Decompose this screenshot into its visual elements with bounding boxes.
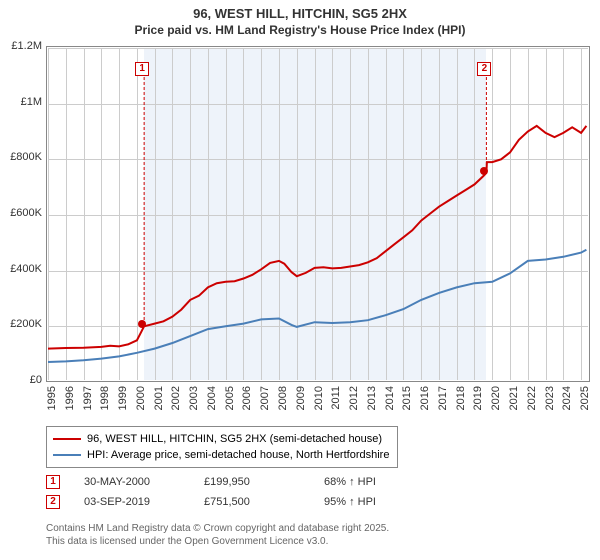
x-tick-label: 2007 [259,386,271,416]
legend-swatch [53,454,81,456]
transaction-hpi: 95% ↑ HPI [324,496,424,508]
legend-swatch [53,438,81,440]
chart-plot-area [48,48,588,380]
license-footer: Contains HM Land Registry data © Crown c… [46,522,389,548]
x-tick-label: 2000 [135,386,147,416]
y-tick-label: £1M [2,96,42,108]
x-tick-label: 1998 [99,386,111,416]
transaction-hpi: 68% ↑ HPI [324,476,424,488]
x-tick-label: 2025 [579,386,591,416]
footer-line-2: This data is licensed under the Open Gov… [46,535,389,548]
x-tick-label: 2009 [295,386,307,416]
transaction-marker: 1 [46,475,60,489]
x-tick-label: 2003 [188,386,200,416]
x-tick-label: 2001 [153,386,165,416]
x-tick-label: 2018 [455,386,467,416]
x-tick-label: 2013 [366,386,378,416]
chart-title-main: 96, WEST HILL, HITCHIN, SG5 2HX [0,0,600,21]
chart-frame [46,46,590,382]
transaction-row: 1 30-MAY-2000£199,95068% ↑ HPI [46,472,424,492]
transaction-marker: 2 [46,495,60,509]
x-tick-label: 2022 [526,386,538,416]
y-tick-label: £400K [2,263,42,275]
x-tick-label: 2024 [561,386,573,416]
legend-label: 96, WEST HILL, HITCHIN, SG5 2HX (semi-de… [87,433,382,445]
x-tick-label: 2020 [490,386,502,416]
legend-row: 96, WEST HILL, HITCHIN, SG5 2HX (semi-de… [53,431,391,447]
x-tick-label: 2015 [401,386,413,416]
marker-label: 2 [477,62,491,76]
chart-svg [48,48,588,380]
x-tick-label: 2023 [544,386,556,416]
transaction-price: £199,950 [204,476,324,488]
x-tick-label: 2016 [419,386,431,416]
transaction-row: 2 03-SEP-2019£751,50095% ↑ HPI [46,492,424,512]
x-tick-label: 2011 [330,386,342,416]
y-tick-label: £600K [2,207,42,219]
x-tick-label: 2006 [241,386,253,416]
transaction-date: 03-SEP-2019 [84,496,204,508]
x-tick-label: 2019 [472,386,484,416]
x-tick-label: 2002 [170,386,182,416]
x-tick-label: 1999 [117,386,129,416]
x-tick-label: 2010 [313,386,325,416]
x-tick-label: 2008 [277,386,289,416]
y-tick-label: £800K [2,151,42,163]
legend: 96, WEST HILL, HITCHIN, SG5 2HX (semi-de… [46,426,398,468]
x-tick-label: 2021 [508,386,520,416]
x-tick-label: 1995 [46,386,58,416]
transaction-date: 30-MAY-2000 [84,476,204,488]
x-tick-label: 2012 [348,386,360,416]
chart-container: 96, WEST HILL, HITCHIN, SG5 2HX Price pa… [0,0,600,560]
legend-row: HPI: Average price, semi-detached house,… [53,447,391,463]
y-tick-label: £0 [2,374,42,386]
legend-label: HPI: Average price, semi-detached house,… [87,449,389,461]
series-line [48,250,586,362]
series-line [48,126,586,349]
x-tick-label: 1996 [64,386,76,416]
y-tick-label: £200K [2,318,42,330]
y-tick-label: £1.2M [2,40,42,52]
footer-line-1: Contains HM Land Registry data © Crown c… [46,522,389,535]
x-tick-label: 2017 [437,386,449,416]
x-tick-label: 2014 [384,386,396,416]
transaction-price: £751,500 [204,496,324,508]
transactions-table: 1 30-MAY-2000£199,95068% ↑ HPI 2 03-SEP-201… [46,472,424,512]
x-tick-label: 2004 [206,386,218,416]
chart-title-sub: Price paid vs. HM Land Registry's House … [0,21,600,41]
x-tick-label: 1997 [82,386,94,416]
x-tick-label: 2005 [224,386,236,416]
marker-label: 1 [135,62,149,76]
